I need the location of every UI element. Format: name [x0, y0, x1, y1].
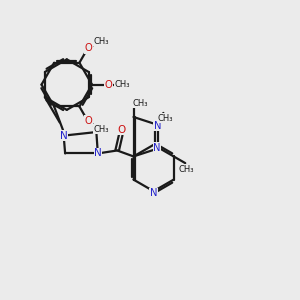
Text: CH₃: CH₃	[178, 165, 194, 174]
Text: O: O	[117, 125, 125, 135]
Text: N: N	[94, 148, 102, 158]
Text: N: N	[154, 121, 161, 131]
Text: CH₃: CH₃	[94, 125, 109, 134]
Text: CH₃: CH₃	[114, 80, 130, 89]
Text: O: O	[85, 43, 92, 53]
Text: N: N	[60, 130, 68, 141]
Text: CH₃: CH₃	[157, 114, 172, 123]
Text: CH₃: CH₃	[93, 37, 109, 46]
Text: O: O	[105, 80, 112, 90]
Text: O: O	[85, 116, 92, 126]
Text: N: N	[150, 188, 157, 198]
Text: CH₃: CH₃	[132, 98, 148, 107]
Text: N: N	[153, 143, 160, 153]
